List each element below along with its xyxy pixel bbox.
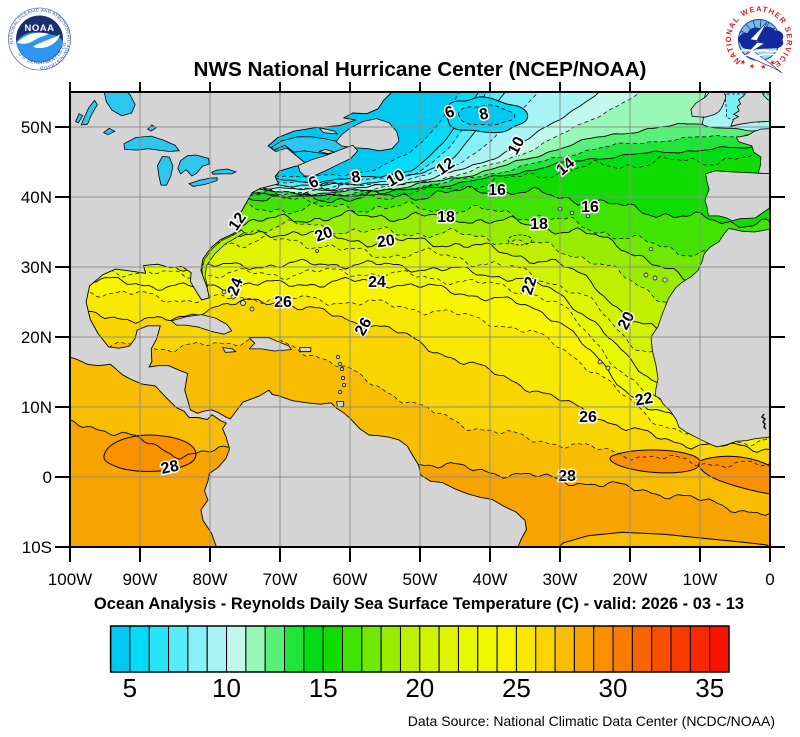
svg-text:90W: 90W bbox=[123, 570, 158, 589]
svg-text:24: 24 bbox=[368, 274, 386, 291]
svg-text:40N: 40N bbox=[21, 188, 52, 207]
svg-text:10: 10 bbox=[212, 673, 241, 703]
svg-text:60W: 60W bbox=[333, 570, 368, 589]
svg-text:★: ★ bbox=[760, 63, 767, 72]
svg-text:20W: 20W bbox=[613, 570, 648, 589]
svg-text:10W: 10W bbox=[683, 570, 718, 589]
svg-text:40W: 40W bbox=[473, 570, 508, 589]
svg-text:50N: 50N bbox=[21, 118, 52, 137]
svg-text:26: 26 bbox=[579, 409, 597, 426]
svg-text:15: 15 bbox=[309, 673, 338, 703]
svg-text:20: 20 bbox=[405, 673, 434, 703]
svg-text:16: 16 bbox=[581, 199, 599, 216]
svg-text:20N: 20N bbox=[21, 328, 52, 347]
svg-text:Ocean Analysis - Reynolds Dail: Ocean Analysis - Reynolds Daily Sea Surf… bbox=[94, 595, 744, 613]
svg-text:0: 0 bbox=[765, 570, 774, 589]
svg-text:35: 35 bbox=[695, 673, 724, 703]
svg-text:25: 25 bbox=[502, 673, 531, 703]
svg-text:100W: 100W bbox=[48, 570, 92, 589]
svg-text:5: 5 bbox=[123, 673, 137, 703]
svg-text:18: 18 bbox=[437, 209, 455, 226]
svg-text:16: 16 bbox=[488, 182, 506, 199]
svg-text:18: 18 bbox=[530, 216, 548, 233]
svg-text:NWS National Hurricane Center: NWS National Hurricane Center (NCEP/NOAA… bbox=[194, 58, 647, 81]
svg-text:0: 0 bbox=[43, 468, 52, 487]
svg-text:★: ★ bbox=[768, 58, 777, 68]
svg-text:80W: 80W bbox=[193, 570, 228, 589]
svg-text:★: ★ bbox=[748, 62, 755, 71]
svg-text:30: 30 bbox=[599, 673, 628, 703]
svg-text:50W: 50W bbox=[403, 570, 438, 589]
svg-text:26: 26 bbox=[274, 294, 292, 311]
svg-text:NOAA: NOAA bbox=[25, 23, 55, 34]
svg-text:10S: 10S bbox=[22, 538, 52, 557]
svg-text:30W: 30W bbox=[543, 570, 578, 589]
svg-text:★: ★ bbox=[738, 58, 747, 68]
svg-text:70W: 70W bbox=[263, 570, 298, 589]
svg-text:28: 28 bbox=[159, 458, 180, 478]
svg-text:22: 22 bbox=[634, 390, 655, 410]
svg-text:20: 20 bbox=[376, 232, 396, 251]
svg-text:Data Source: National Climatic: Data Source: National Climatic Data Cent… bbox=[408, 713, 775, 729]
svg-text:10N: 10N bbox=[21, 398, 52, 417]
svg-text:30N: 30N bbox=[21, 258, 52, 277]
